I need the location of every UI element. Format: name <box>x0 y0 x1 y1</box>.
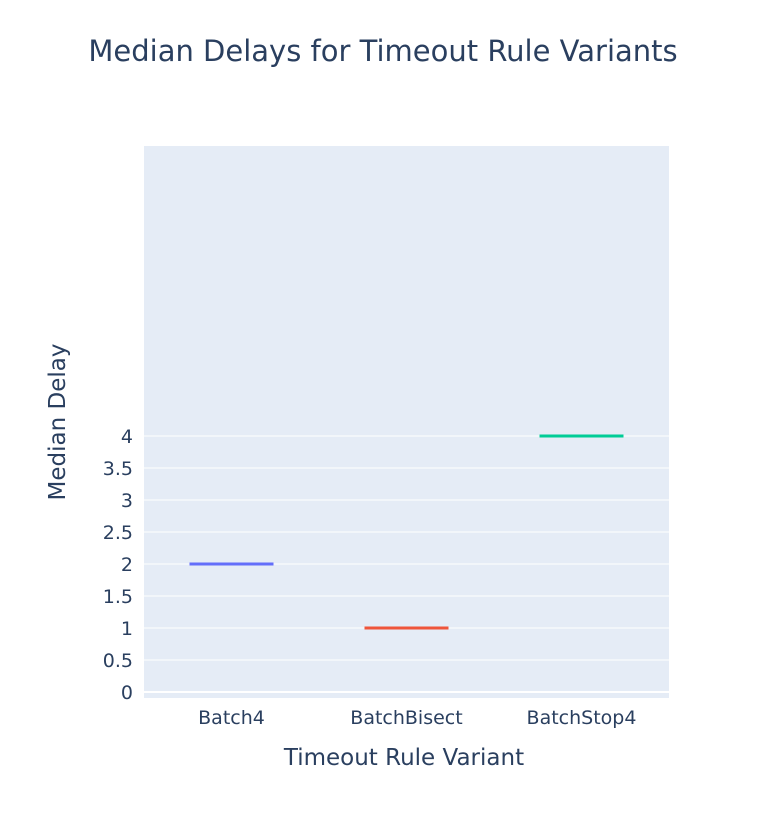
y-tick-label: 1.5 <box>103 586 133 608</box>
y-tick-label: 1 <box>121 618 133 640</box>
median-lines <box>189 434 624 630</box>
x-tick-label: BatchBisect <box>350 707 462 729</box>
x-axis-label: Timeout Rule Variant <box>283 745 524 771</box>
x-tick-labels: Batch4 BatchBisect BatchStop4 <box>198 707 636 729</box>
plot-background <box>144 146 669 698</box>
y-tick-label: 0 <box>121 682 133 704</box>
y-tick-label: 3.5 <box>103 458 133 480</box>
y-axis-label: Median Delay <box>45 344 71 501</box>
y-tick-label: 4 <box>121 426 133 448</box>
y-tick-label: 2.5 <box>103 522 133 544</box>
y-tick-label: 3 <box>121 490 133 512</box>
chart-title: Median Delays for Timeout Rule Variants <box>88 34 677 68</box>
x-tick-label: BatchStop4 <box>527 707 637 729</box>
x-tick-label: Batch4 <box>198 707 265 729</box>
gridlines <box>144 435 669 693</box>
y-tick-label: 0.5 <box>103 650 133 672</box>
y-tick-labels: 0 0.5 1 1.5 2 2.5 3 3.5 4 <box>103 426 133 704</box>
y-tick-label: 2 <box>121 554 133 576</box>
